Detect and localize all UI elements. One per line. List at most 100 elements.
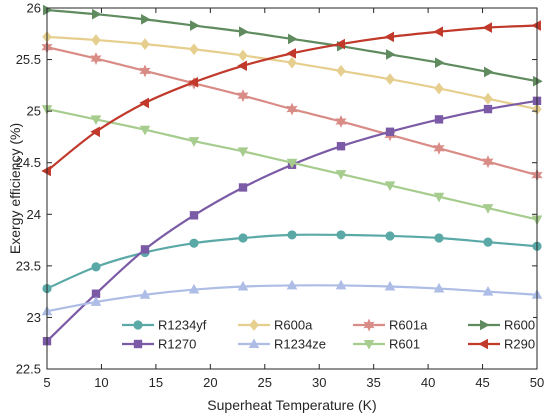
y-tick-label: 26: [27, 1, 41, 16]
data-point-r290-1: [90, 126, 100, 138]
y-tick-label: 23: [27, 310, 41, 325]
legend-marker-r600a: [249, 319, 259, 331]
legend-item-r1234ze: R1234ze: [238, 337, 326, 352]
data-point-r601-4: [237, 147, 249, 158]
axes-layer: 5 10 15 20 25 30 35 40 45 50 22.5 23 23.5 24 24.5 25 25.…: [16, 1, 545, 391]
data-point-r1270-3: [189, 211, 199, 220]
legend-label-r1270: R1270: [158, 337, 196, 352]
data-point-r1234yf-5: [287, 230, 297, 240]
y-tick-label: 25: [27, 104, 41, 119]
series-r600a: [42, 30, 542, 115]
x-tick-label: 20: [203, 375, 217, 390]
legend-item-r600: R600: [468, 318, 535, 333]
data-point-r1270-4: [238, 183, 248, 192]
data-point-r1270-9: [483, 104, 493, 114]
data-point-r601-2: [139, 125, 151, 136]
data-point-r290-4: [237, 60, 247, 72]
x-tick-label: 40: [421, 375, 435, 390]
data-point-r1234ze-3: [188, 283, 200, 294]
data-point-r1234yf-9: [483, 237, 493, 247]
x-tick-label: 35: [366, 375, 380, 390]
data-point-r600-3: [190, 20, 200, 31]
legend-label-r600: R600: [504, 318, 535, 333]
legend-marker-r1234ze: [248, 338, 260, 348]
x-tick-label: 25: [258, 375, 272, 390]
y-tick-label: 25.5: [16, 52, 41, 67]
data-point-r600-7: [386, 49, 396, 60]
legend: R1234yf R600a R601a R600 R1270 R1234ze R601 R29…: [113, 311, 535, 355]
y-axis-label: Exergy efficiency (%): [7, 123, 23, 254]
x-tick-label: 15: [149, 375, 163, 390]
data-point-r600a-1: [91, 34, 101, 46]
data-point-r1234yf-8: [434, 233, 444, 243]
data-point-r600a-3: [189, 43, 199, 56]
legend-label-r601: R601: [389, 337, 420, 352]
data-point-r601a-5: [286, 102, 298, 116]
data-point-r1234ze-7: [384, 280, 396, 291]
legend-item-r601a: R601a: [353, 318, 428, 333]
data-point-r1234ze-9: [482, 285, 494, 296]
data-point-r600a-2: [140, 38, 150, 50]
legend-item-r600a: R600a: [238, 318, 313, 333]
data-point-r290-8: [433, 26, 443, 38]
legend-item-r1270: R1270: [122, 337, 196, 352]
x-tick-label: 30: [312, 375, 326, 390]
data-point-r600a-9: [483, 92, 493, 105]
data-point-r600a-8: [434, 82, 444, 95]
legend-marker-r290: [478, 338, 488, 350]
series-r600: [43, 4, 543, 87]
data-point-r601a-1: [90, 52, 102, 65]
data-point-r600a-4: [238, 49, 248, 62]
data-point-r601-9: [482, 204, 494, 214]
data-point-r601a-8: [433, 141, 445, 155]
data-point-r290-9: [482, 22, 492, 33]
data-point-r1270-2: [140, 245, 150, 254]
data-point-r290-0: [41, 165, 51, 177]
series-r601: [41, 105, 543, 226]
data-point-r601-5: [286, 158, 298, 169]
data-point-r600-1: [92, 8, 102, 20]
data-point-r290-7: [384, 31, 394, 43]
legend-background: [113, 311, 533, 355]
data-point-r600-9: [484, 66, 494, 78]
data-point-r1234yf-7: [385, 231, 395, 241]
legend-label-r290: R290: [504, 337, 535, 352]
data-point-r600a-6: [336, 65, 346, 77]
data-point-r600a-5: [287, 56, 297, 69]
data-point-r600-8: [435, 57, 445, 68]
data-point-r601a-4: [237, 89, 249, 103]
data-point-r601-3: [188, 137, 200, 147]
x-axis-label: Superheat Temperature (K): [207, 397, 376, 413]
data-point-r1234ze-1: [90, 296, 102, 306]
data-point-r1234ze-6: [335, 279, 347, 290]
data-point-r601a-2: [139, 64, 151, 78]
data-point-r290-10: [531, 20, 541, 31]
data-point-r601-7: [384, 181, 396, 192]
series-r290: [41, 20, 541, 177]
y-tick-label: 24: [27, 207, 41, 222]
x-tick-label: 5: [43, 375, 50, 390]
y-tick-label: 23.5: [16, 258, 41, 273]
legend-label-r1234yf: R1234yf: [158, 318, 207, 333]
axes-box: [46, 7, 538, 370]
legend-marker-r1270: [133, 339, 143, 349]
data-point-r1270-6: [336, 142, 346, 151]
data-point-r1234ze-5: [286, 279, 298, 290]
data-point-r600-2: [141, 14, 151, 25]
legend-marker-r1234yf: [133, 320, 143, 330]
data-point-r600-10: [533, 75, 543, 87]
x-tick-label: 50: [530, 375, 544, 390]
data-point-r290-5: [286, 48, 296, 59]
data-point-r1234yf-6: [336, 230, 346, 240]
data-point-r600-5: [288, 33, 298, 45]
legend-label-r601a: R601a: [389, 318, 428, 333]
legend-marker-r601: [363, 340, 375, 350]
data-point-r1234ze-8: [433, 282, 445, 293]
data-point-r1234ze-2: [139, 289, 151, 299]
data-point-r600-4: [239, 26, 249, 38]
data-point-r1270-8: [434, 115, 444, 124]
data-point-r1234ze-4: [237, 280, 249, 291]
legend-label-r600a: R600a: [274, 318, 313, 333]
legend-item-r290: R290: [468, 337, 535, 352]
